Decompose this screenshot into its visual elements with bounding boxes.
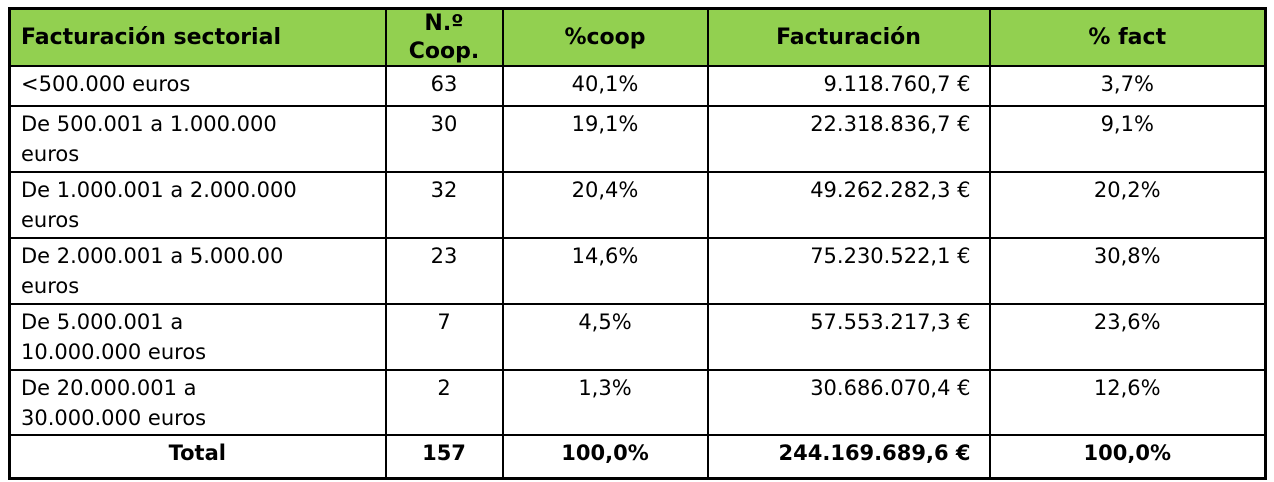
column-header-pct-coop: %coop (501, 7, 709, 67)
revenue-cell: 9.118.760,7 € (706, 65, 991, 107)
total-row: Total 157 100,0% 244.169.689,6 € 100,0% (8, 434, 1267, 480)
coop-count-cell: 32 (384, 170, 504, 239)
column-header-pct-fact: % fact (988, 7, 1267, 67)
coop-count-cell: 30 (384, 105, 504, 173)
total-coop-count-cell: 157 (384, 434, 504, 480)
coop-pct-cell: 40,1% (501, 65, 709, 107)
revenue-pct-cell: 30,8% (988, 236, 1267, 305)
table-row: <500.000 euros 63 40,1% 9.118.760,7 € 3,… (8, 65, 1267, 107)
sector-label-cell: De 2.000.001 a 5.000.00 euros (8, 236, 387, 305)
coop-count-cell: 2 (384, 368, 504, 437)
sector-label-cell: <500.000 euros (8, 65, 387, 107)
revenue-pct-cell: 12,6% (988, 368, 1267, 437)
table-row: De 20.000.001 a 30.000.000 euros 2 1,3% … (8, 368, 1267, 437)
coop-count-cell: 7 (384, 302, 504, 371)
revenue-pct-cell: 9,1% (988, 105, 1267, 173)
revenue-cell: 22.318.836,7 € (706, 105, 991, 173)
coop-pct-cell: 14,6% (501, 236, 709, 305)
column-header-num-coop: N.º Coop. (384, 7, 504, 67)
revenue-pct-cell: 23,6% (988, 302, 1267, 371)
total-revenue-cell: 244.169.689,6 € (706, 434, 991, 480)
header-row: Facturación sectorial N.º Coop. %coop Fa… (8, 7, 1267, 67)
column-header-facturacion: Facturación (706, 7, 991, 67)
coop-pct-cell: 19,1% (501, 105, 709, 173)
revenue-cell: 30.686.070,4 € (706, 368, 991, 437)
sector-label-cell: De 500.001 a 1.000.000 euros (8, 105, 387, 173)
coop-pct-cell: 4,5% (501, 302, 709, 371)
sector-label-cell: De 20.000.001 a 30.000.000 euros (8, 368, 387, 437)
table-row: De 500.001 a 1.000.000 euros 30 19,1% 22… (8, 105, 1267, 173)
revenue-cell: 75.230.522,1 € (706, 236, 991, 305)
table-row: De 1.000.001 a 2.000.000 euros 32 20,4% … (8, 170, 1267, 239)
coop-pct-cell: 1,3% (501, 368, 709, 437)
revenue-pct-cell: 3,7% (988, 65, 1267, 107)
sector-label-cell: De 1.000.001 a 2.000.000 euros (8, 170, 387, 239)
coop-count-cell: 23 (384, 236, 504, 305)
total-revenue-pct-cell: 100,0% (988, 434, 1267, 480)
total-label-cell: Total (8, 434, 387, 480)
coop-pct-cell: 20,4% (501, 170, 709, 239)
facturacion-sectorial-table: Facturación sectorial N.º Coop. %coop Fa… (8, 7, 1267, 480)
table-row: De 5.000.001 a 10.000.000 euros 7 4,5% 5… (8, 302, 1267, 371)
sector-label-cell: De 5.000.001 a 10.000.000 euros (8, 302, 387, 371)
revenue-cell: 57.553.217,3 € (706, 302, 991, 371)
table-row: De 2.000.001 a 5.000.00 euros 23 14,6% 7… (8, 236, 1267, 305)
coop-count-cell: 63 (384, 65, 504, 107)
column-header-facturacion-sectorial: Facturación sectorial (8, 7, 387, 67)
revenue-cell: 49.262.282,3 € (706, 170, 991, 239)
revenue-pct-cell: 20,2% (988, 170, 1267, 239)
total-coop-pct-cell: 100,0% (501, 434, 709, 480)
